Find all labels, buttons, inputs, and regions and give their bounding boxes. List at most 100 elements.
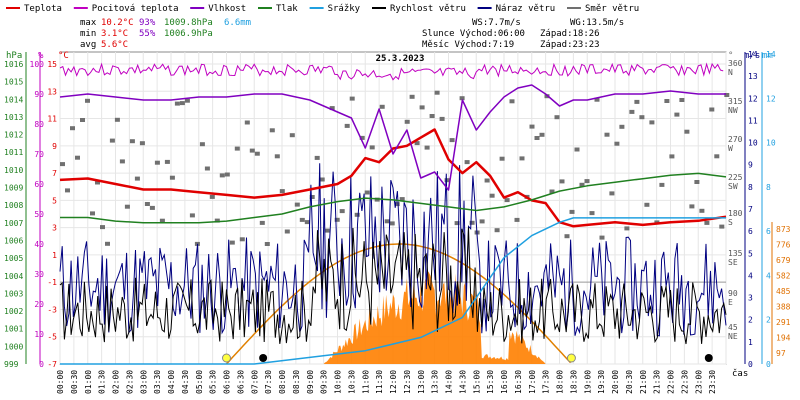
wind-direction-point bbox=[619, 124, 625, 129]
wind-direction-point bbox=[294, 202, 300, 207]
wind-direction-point bbox=[679, 98, 685, 102]
wind-direction-point bbox=[80, 118, 85, 122]
wind-direction-point bbox=[299, 217, 305, 222]
wind-direction-point bbox=[484, 178, 490, 183]
tick-hpa: 1013 bbox=[4, 113, 23, 122]
wind-direction-point bbox=[529, 124, 535, 129]
wind-direction-point bbox=[100, 225, 105, 230]
tick-mm: 2 bbox=[766, 316, 771, 325]
tick-pct: 80 bbox=[34, 120, 44, 129]
tick-time: 00:30 bbox=[70, 370, 79, 394]
tick-ms: 13 bbox=[748, 72, 758, 81]
wind-direction-point bbox=[105, 241, 110, 246]
stat-avg-label: avg bbox=[80, 40, 96, 50]
wind-direction-point bbox=[284, 229, 290, 234]
tick-time: 03:00 bbox=[139, 370, 148, 394]
tick-ms: 0 bbox=[748, 360, 753, 369]
tick-c: 13 bbox=[47, 87, 57, 96]
wind-direction-point bbox=[204, 166, 210, 171]
tick-solar: 194 bbox=[776, 334, 791, 343]
chart-title: 25.3.2023 bbox=[376, 54, 425, 64]
tick-ms: 6 bbox=[748, 227, 753, 236]
tick-time: 12:30 bbox=[403, 370, 412, 394]
wind-direction-point bbox=[454, 221, 460, 226]
tick-time: 16:00 bbox=[500, 370, 509, 394]
tick-ms: 4 bbox=[748, 271, 753, 280]
legend-label: Teplota bbox=[24, 4, 62, 14]
stat-min-press: 1006.9hPa bbox=[164, 29, 213, 39]
stat-moon-set: Západ:23:23 bbox=[540, 40, 600, 50]
tick-pct: 40 bbox=[34, 240, 44, 249]
wind-direction-point bbox=[169, 175, 175, 180]
tick-solar: 485 bbox=[776, 287, 791, 296]
feels-like-line bbox=[59, 62, 724, 81]
tick-time: 15:00 bbox=[472, 370, 481, 394]
wind-direction-point bbox=[604, 132, 610, 137]
wind-direction-point bbox=[154, 160, 160, 165]
stat-max-hum: 93% bbox=[139, 18, 156, 28]
tick-dir: 180 bbox=[728, 209, 743, 218]
wind-direction-point bbox=[559, 179, 565, 184]
tick-hpa: 1008 bbox=[4, 201, 23, 210]
wind-direction-point bbox=[344, 123, 350, 128]
tick-time: 10:00 bbox=[334, 370, 343, 394]
tick-c: 1 bbox=[52, 251, 57, 260]
wind-direction-point bbox=[90, 211, 95, 216]
wind-direction-point bbox=[469, 220, 475, 225]
tick-ms: 5 bbox=[748, 249, 753, 258]
wind-direction-point bbox=[389, 221, 395, 226]
tick-pct: 60 bbox=[34, 180, 44, 189]
tick-time: 08:30 bbox=[292, 370, 301, 394]
tick-ms: 10 bbox=[748, 139, 758, 148]
tick-time: 04:30 bbox=[181, 370, 190, 394]
wind-direction-point bbox=[369, 145, 375, 150]
wind-direction-point bbox=[479, 219, 485, 224]
stat-min-hum: 55% bbox=[139, 29, 156, 39]
wind-direction-point bbox=[269, 128, 275, 133]
wind-direction-point bbox=[424, 145, 430, 150]
wind-direction-point bbox=[379, 104, 385, 109]
tick-time: 20:30 bbox=[625, 370, 634, 394]
tick-time: 07:30 bbox=[264, 370, 273, 394]
wind-direction-point bbox=[614, 141, 620, 146]
tick-dir-name: SW bbox=[728, 182, 738, 191]
wind-direction-point bbox=[404, 119, 410, 124]
tick-c: 7 bbox=[52, 169, 57, 178]
tick-hpa: 999 bbox=[4, 360, 19, 369]
tick-hpa: 1004 bbox=[4, 272, 23, 281]
tick-time: 11:00 bbox=[361, 370, 370, 394]
wind-direction-point bbox=[664, 99, 670, 103]
tick-ms: 9 bbox=[748, 161, 753, 170]
tick-time: 18:00 bbox=[556, 370, 565, 394]
wind-direction-point bbox=[594, 97, 600, 102]
tick-time: 04:00 bbox=[167, 370, 176, 394]
sun-elevation-line bbox=[225, 243, 572, 365]
tick-mm: 0 bbox=[766, 360, 771, 369]
wind-direction-point bbox=[704, 220, 710, 225]
wind-direction-point bbox=[384, 219, 390, 224]
tick-hpa: 1011 bbox=[4, 148, 23, 157]
wind-direction-point bbox=[75, 155, 80, 160]
wind-direction-point bbox=[174, 101, 180, 106]
wind-direction-point bbox=[584, 179, 590, 184]
tick-dir: 45 bbox=[728, 323, 738, 332]
series-line-tlak bbox=[60, 172, 727, 224]
wind-direction-point bbox=[539, 132, 545, 137]
wind-direction-point bbox=[259, 220, 265, 225]
wind-direction-point bbox=[199, 142, 205, 147]
tick-c: 15 bbox=[47, 60, 57, 69]
wind-direction-point bbox=[419, 105, 425, 110]
wind-direction-point bbox=[274, 154, 280, 159]
wind-direction-point bbox=[534, 136, 540, 140]
tick-c: -5 bbox=[47, 333, 57, 342]
tick-dir-name: S bbox=[728, 218, 733, 227]
tick-dir-name: N bbox=[728, 68, 733, 77]
axis-label-hpa: hPa bbox=[6, 51, 22, 61]
wind-direction-point bbox=[394, 202, 400, 207]
tick-time: 18:30 bbox=[569, 370, 578, 394]
wind-direction-point bbox=[569, 209, 575, 214]
tick-ms: 7 bbox=[748, 205, 753, 214]
tick-time: 12:00 bbox=[389, 370, 398, 394]
